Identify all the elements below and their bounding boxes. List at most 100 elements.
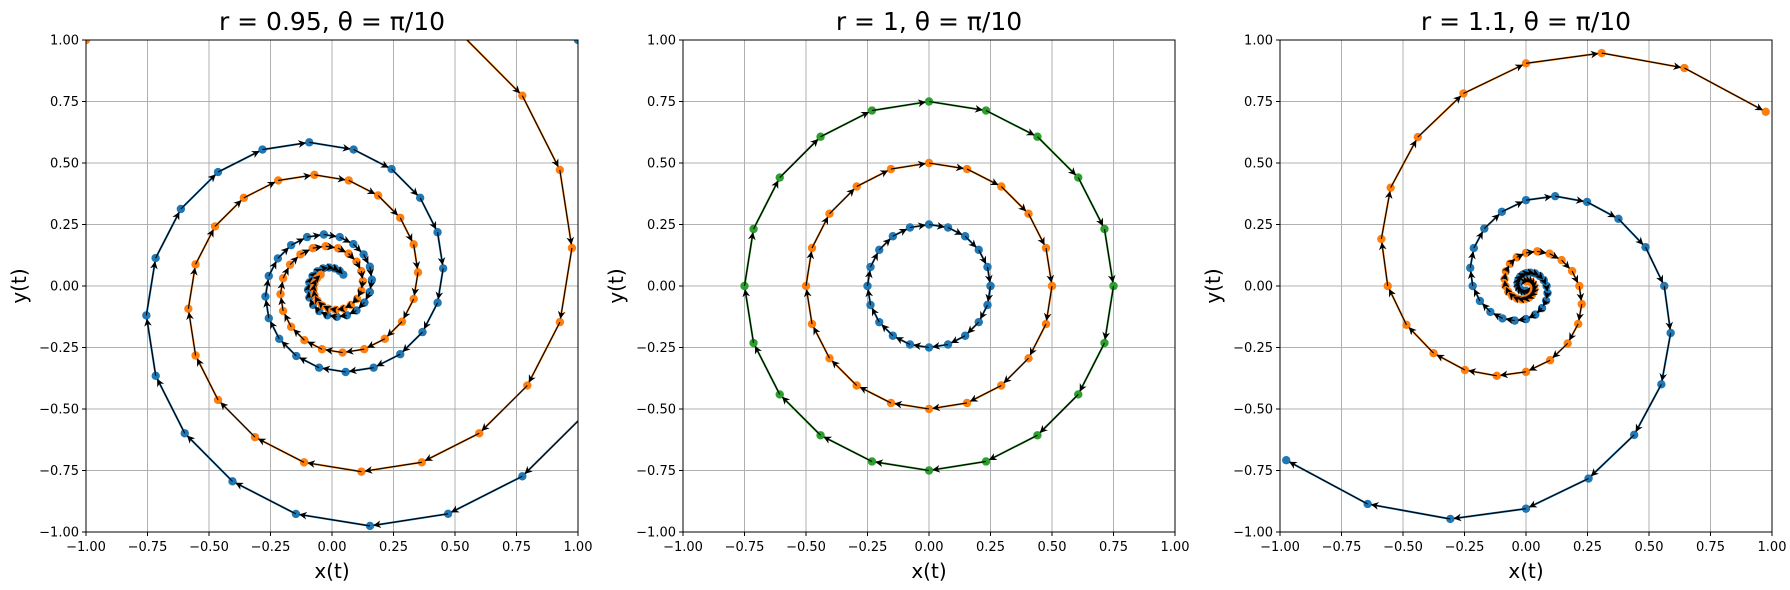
series-2 [86, 29, 577, 476]
trajectory-arrow [895, 337, 911, 345]
trajectory-arrow [312, 244, 323, 252]
trajectory-arrow [278, 297, 286, 312]
trajectory-arrow [466, 40, 521, 94]
trajectory-arrow [1077, 177, 1104, 227]
data-point [1567, 266, 1577, 276]
trajectory-arrow [320, 311, 330, 319]
trajectory-arrow [1468, 368, 1497, 377]
x-axis-label: x(t) [314, 559, 349, 583]
trajectory-arrow [419, 197, 437, 230]
trajectory-arrow [894, 400, 930, 410]
trajectory-arrow [364, 461, 422, 474]
trajectory-arrow [1473, 288, 1481, 302]
data-point [1468, 281, 1477, 291]
trajectory-arrow [411, 272, 420, 296]
y-tick-label: 0.00 [50, 280, 79, 295]
trajectory-arrow [805, 251, 815, 287]
trajectory-arrow [980, 304, 988, 320]
trajectory-arrow [220, 402, 256, 438]
trajectory-arrow [1645, 246, 1664, 284]
trajectory-arrow [353, 149, 389, 168]
trajectory-arrow [1043, 285, 1053, 321]
y-tick-label: −0.50 [636, 403, 676, 418]
trajectory-arrow [423, 302, 439, 330]
panel-1: −1.00 −0.75 −0.50 −0.25 0.00 0.25 0.50 0.75 1.00… [7, 7, 592, 583]
trajectory-arrow [1528, 478, 1589, 508]
trajectory-arrow [559, 169, 575, 245]
trajectory-arrow [346, 251, 355, 260]
y-axis-label: y(t) [7, 268, 31, 303]
series-2 [801, 158, 1057, 414]
trajectory-arrow [284, 313, 292, 328]
trajectory-arrow [881, 324, 894, 337]
trajectory-arrow [1586, 201, 1616, 218]
trajectory-arrow [913, 342, 930, 351]
trajectory-arrow [1436, 354, 1466, 371]
trajectory-arrow [813, 326, 830, 359]
trajectory-arrow [278, 172, 312, 181]
data-point [456, 29, 464, 37]
trajectory-arrow [1542, 283, 1551, 292]
y-tick-label: −0.75 [636, 464, 676, 479]
chart-title: r = 1.1, θ = π/10 [1421, 7, 1631, 36]
trajectory-arrow [1571, 270, 1579, 284]
trajectory-arrow [1590, 434, 1635, 477]
trajectory-arrow [1506, 258, 1516, 267]
y-tick-label: 0.00 [647, 280, 676, 295]
trajectory-arrow [144, 318, 157, 376]
trajectory-arrow [348, 179, 376, 195]
trajectory-arrow [831, 360, 858, 386]
trajectory-arrow [1576, 304, 1584, 321]
axes-frame [85, 39, 579, 533]
data-point [580, 410, 588, 418]
trajectory-arrow [337, 245, 347, 253]
x-tick-label: −0.50 [189, 540, 229, 555]
trajectory-arrow [1501, 280, 1510, 289]
trajectory-arrow [811, 216, 829, 249]
x-tick-label: −0.25 [251, 540, 291, 555]
data-point [1446, 514, 1455, 524]
trajectory-arrow [1289, 461, 1368, 505]
trajectory-arrow [1467, 271, 1476, 287]
trajectory-arrow [803, 289, 813, 325]
trajectory-arrow [257, 438, 305, 463]
trajectory-arrow [357, 288, 365, 298]
data-point [310, 170, 319, 180]
trajectory-arrow [742, 289, 755, 344]
y-axis-label: y(t) [604, 268, 628, 303]
trajectory-arrow [1525, 248, 1535, 257]
plot-area [1282, 48, 1770, 524]
trajectory-arrow [281, 267, 289, 279]
trajectory-arrow [357, 270, 366, 279]
trajectory-arrow [1528, 311, 1537, 319]
trajectory-arrow [1555, 195, 1584, 204]
y-tick-label: 0.75 [647, 95, 676, 110]
trajectory-arrow [319, 265, 329, 273]
trajectory-arrow [361, 254, 369, 264]
trajectory-arrow [262, 140, 307, 151]
x-tick-label: −0.75 [1322, 540, 1362, 555]
trajectory-arrow [1635, 384, 1662, 433]
trajectory-arrow [1463, 64, 1524, 94]
trajectory-arrow [1039, 394, 1079, 433]
data-point [1666, 328, 1675, 338]
x-tick-label: 0.50 [1635, 540, 1664, 555]
trajectory-arrow [290, 238, 305, 246]
trajectory-arrow [984, 266, 993, 283]
trajectory-arrow [311, 289, 319, 299]
trajectory-arrow [966, 168, 999, 186]
trajectory-arrow [1388, 288, 1407, 326]
trajectory-arrow [1552, 343, 1569, 358]
data-point [433, 298, 442, 307]
trajectory-arrow [870, 252, 878, 268]
trajectory-arrow [890, 160, 926, 170]
trajectory-arrow [1000, 186, 1027, 212]
trajectory-arrow [339, 235, 351, 243]
trajectory-arrow [967, 321, 980, 334]
trajectory-arrow [829, 188, 855, 215]
trajectory-arrow [1037, 136, 1076, 176]
trajectory-arrow [909, 222, 926, 231]
trajectory-arrow [1517, 296, 1526, 304]
trajectory-arrow [1525, 193, 1552, 202]
